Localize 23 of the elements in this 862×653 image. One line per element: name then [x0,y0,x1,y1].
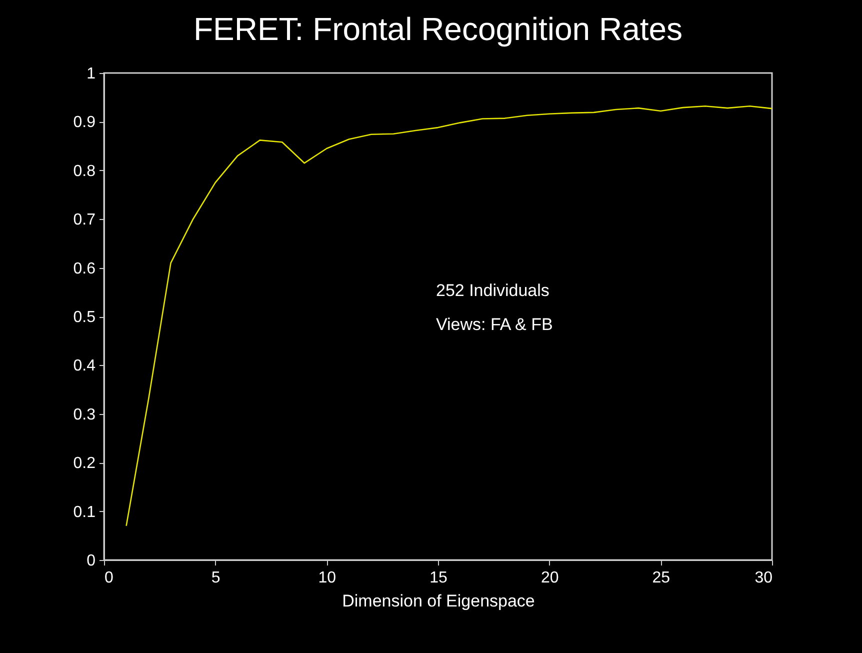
annotation: 252 Individuals [436,281,550,300]
x-tick-label: 5 [211,570,220,586]
x-tick-label: 15 [430,570,448,586]
chart-title: FERET: Frontal Recognition Rates [193,11,683,47]
x-tick-label: 30 [754,570,773,586]
y-tick-label: 1 [86,66,96,82]
y-tick-label: 0.7 [73,212,96,229]
x-axis-title: Dimension of Eigenspace [342,592,535,610]
y-tick-label: 0.4 [73,358,96,375]
x-tick-label: 10 [318,570,336,586]
y-tick-label: 0.2 [73,455,96,472]
y-tick-label: 0.6 [73,260,96,278]
y-tick-label: 0.3 [73,406,96,424]
y-tick-label: 0.9 [73,114,96,132]
y-tick-label: 0 [86,552,96,570]
line-series [126,105,772,527]
x-tick-label: 20 [540,570,559,586]
annotation: Views: FA & FB [436,315,553,334]
x-tick-label: 0 [104,570,114,586]
x-tick-label: 25 [652,570,670,586]
y-tick-label: 0.5 [73,309,96,326]
y-tick-label: 0.8 [73,162,96,180]
y-tick-label: 0.1 [73,504,96,521]
